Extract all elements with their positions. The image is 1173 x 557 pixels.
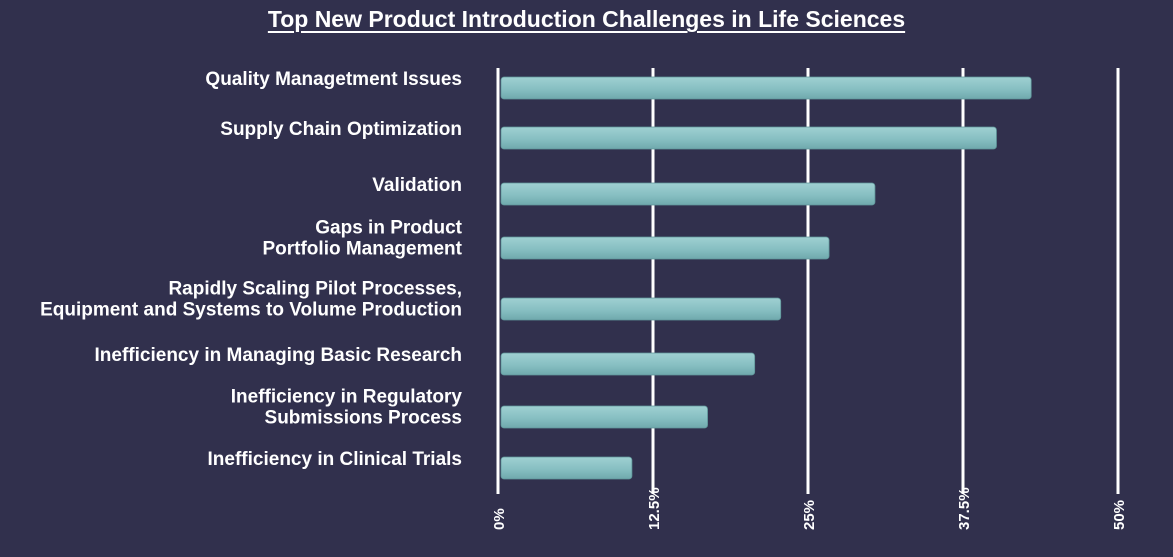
chart-title: Top New Product Introduction Challenges … [267, 6, 906, 32]
category-label: Supply Chain Optimization [220, 119, 462, 140]
bar [500, 297, 782, 321]
x-tick-label: 37.5% [956, 487, 973, 530]
category-label: Inefficiency in Clinical Trials [208, 449, 462, 470]
category-label: Rapidly Scaling Pilot Processes, Equipmen… [40, 278, 462, 320]
bar [500, 182, 876, 206]
bar [500, 76, 1032, 100]
category-label: Inefficiency in Managing Basic Research [95, 345, 462, 366]
category-label: Inefficiency in Regulatory Submissions Pr… [231, 386, 463, 428]
bar [500, 405, 708, 429]
bar [500, 236, 830, 260]
category-label: Gaps in Product Portfolio Management [262, 217, 462, 259]
bar [500, 352, 756, 376]
category-label: Quality Managetment Issues [205, 69, 462, 90]
category-label: Validation [372, 175, 462, 196]
x-tick-label: 12.5% [646, 487, 663, 530]
x-tick-label: 50% [1111, 500, 1128, 530]
bar [500, 126, 997, 150]
x-tick-label: 0% [491, 508, 508, 530]
bar [500, 456, 633, 480]
x-tick-label: 25% [801, 500, 818, 530]
